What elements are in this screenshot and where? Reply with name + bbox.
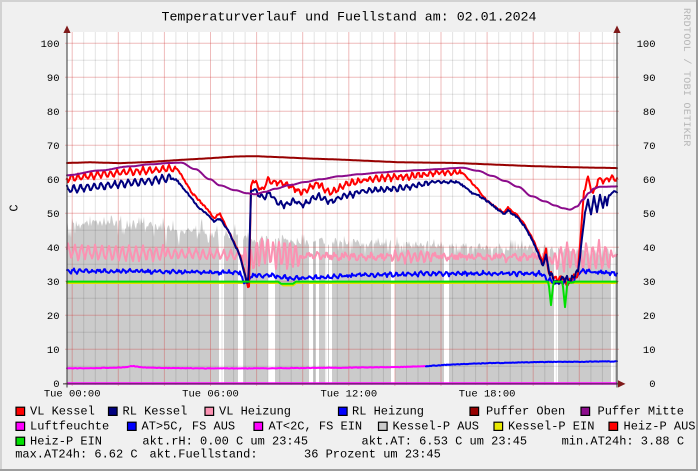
svg-text:50: 50 xyxy=(47,209,60,221)
svg-text:Tue 12:00: Tue 12:00 xyxy=(320,389,377,401)
svg-text:RL Kessel: RL Kessel xyxy=(123,405,188,419)
svg-text:30: 30 xyxy=(643,277,656,289)
svg-text:Kessel-P AUS: Kessel-P AUS xyxy=(393,420,479,434)
svg-text:max.AT24h: 6.62 C: max.AT24h: 6.62 C xyxy=(15,448,137,462)
svg-text:C: C xyxy=(8,204,22,211)
svg-text:100: 100 xyxy=(637,39,656,51)
svg-text:Puffer Mitte: Puffer Mitte xyxy=(598,405,684,419)
svg-text:Kessel-P EIN: Kessel-P EIN xyxy=(508,420,594,434)
svg-text:40: 40 xyxy=(643,243,656,255)
svg-text:0: 0 xyxy=(649,379,655,391)
svg-text:30: 30 xyxy=(47,277,60,289)
svg-text:VL Kessel: VL Kessel xyxy=(30,405,95,419)
svg-text:VL Heizung: VL Heizung xyxy=(219,405,291,419)
svg-text:70: 70 xyxy=(47,141,60,153)
svg-text:100: 100 xyxy=(41,39,60,51)
svg-text:AT>5C, FS AUS: AT>5C, FS AUS xyxy=(142,420,236,434)
svg-text:akt.rH: 0.00 C um 23:45: akt.rH: 0.00 C um 23:45 xyxy=(142,435,308,449)
svg-text:10: 10 xyxy=(643,345,656,357)
svg-text:50: 50 xyxy=(643,209,656,221)
svg-text:RRDTOOL / TOBI OETIKER: RRDTOOL / TOBI OETIKER xyxy=(680,8,692,147)
svg-text:70: 70 xyxy=(643,141,656,153)
svg-text:Tue 00:00: Tue 00:00 xyxy=(44,389,101,401)
svg-text:60: 60 xyxy=(47,175,60,187)
svg-text:RL Heizung: RL Heizung xyxy=(352,405,424,419)
svg-text:10: 10 xyxy=(47,345,60,357)
svg-text:AT<2C, FS EIN: AT<2C, FS EIN xyxy=(269,420,363,434)
svg-text:60: 60 xyxy=(643,175,656,187)
svg-text:akt.Fuellstand:: akt.Fuellstand: xyxy=(150,448,258,462)
svg-text:40: 40 xyxy=(47,243,60,255)
svg-text:80: 80 xyxy=(47,107,60,119)
svg-text:36 Prozent um 23:45: 36 Prozent um 23:45 xyxy=(304,448,441,462)
svg-text:Temperaturverlauf und Fuellsta: Temperaturverlauf und Fuellstand am: 02.… xyxy=(161,10,536,25)
svg-text:Heiz-P AUS: Heiz-P AUS xyxy=(624,420,696,434)
svg-text:90: 90 xyxy=(47,73,60,85)
svg-text:20: 20 xyxy=(643,311,656,323)
svg-text:Puffer Oben: Puffer Oben xyxy=(486,405,565,419)
svg-text:min.AT24h: 3.88 C: min.AT24h: 3.88 C xyxy=(562,435,684,449)
svg-text:Heiz-P EIN: Heiz-P EIN xyxy=(30,435,102,449)
svg-text:Luftfeuchte: Luftfeuchte xyxy=(30,420,109,434)
svg-text:80: 80 xyxy=(643,107,656,119)
svg-text:20: 20 xyxy=(47,311,60,323)
svg-text:Tue 18:00: Tue 18:00 xyxy=(459,389,516,401)
svg-text:Tue 06:00: Tue 06:00 xyxy=(182,389,239,401)
svg-text:0: 0 xyxy=(53,379,59,391)
svg-text:90: 90 xyxy=(643,73,656,85)
svg-text:akt.AT: 6.53 C um 23:45: akt.AT: 6.53 C um 23:45 xyxy=(362,435,528,449)
